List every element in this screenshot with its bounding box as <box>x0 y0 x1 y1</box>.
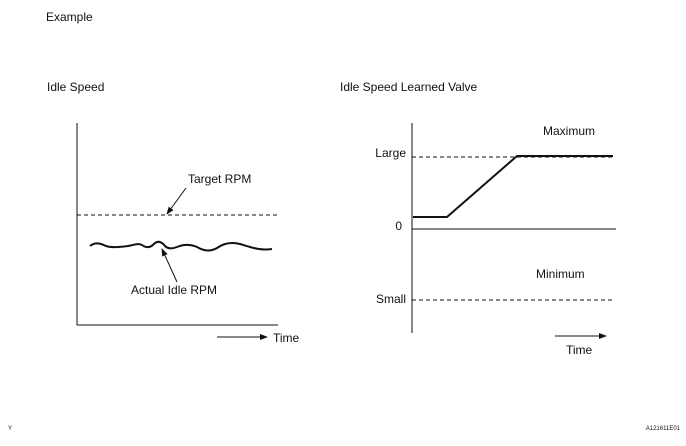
learned-value-trace <box>413 155 613 218</box>
footer-mark: Y <box>8 426 12 432</box>
tick-label-zero: 0 <box>395 219 402 233</box>
learned-valve-chart: Idle Speed Learned Valve Large 0 Small M… <box>340 80 616 357</box>
tick-label-small: Small <box>376 292 406 306</box>
actual-idle-rpm-label: Actual Idle RPM <box>131 283 217 297</box>
target-rpm-label: Target RPM <box>188 172 251 186</box>
target-rpm-leader <box>166 187 187 215</box>
page-title: Example <box>46 10 93 24</box>
time-label: Time <box>273 331 300 345</box>
idle-speed-title: Idle Speed <box>47 80 104 94</box>
tick-label-large: Large <box>375 146 406 160</box>
actual-idle-rpm-leader <box>161 248 178 283</box>
learned-valve-title: Idle Speed Learned Valve <box>340 80 478 94</box>
time-label: Time <box>566 343 593 357</box>
figure-code: A121611E01 <box>646 426 681 432</box>
actual-idle-rpm-curve <box>89 240 273 252</box>
maximum-label: Maximum <box>543 124 595 138</box>
idle-speed-chart: Idle Speed Target RPM Actual Idle RPM Ti… <box>47 80 300 345</box>
minimum-label: Minimum <box>536 267 585 281</box>
